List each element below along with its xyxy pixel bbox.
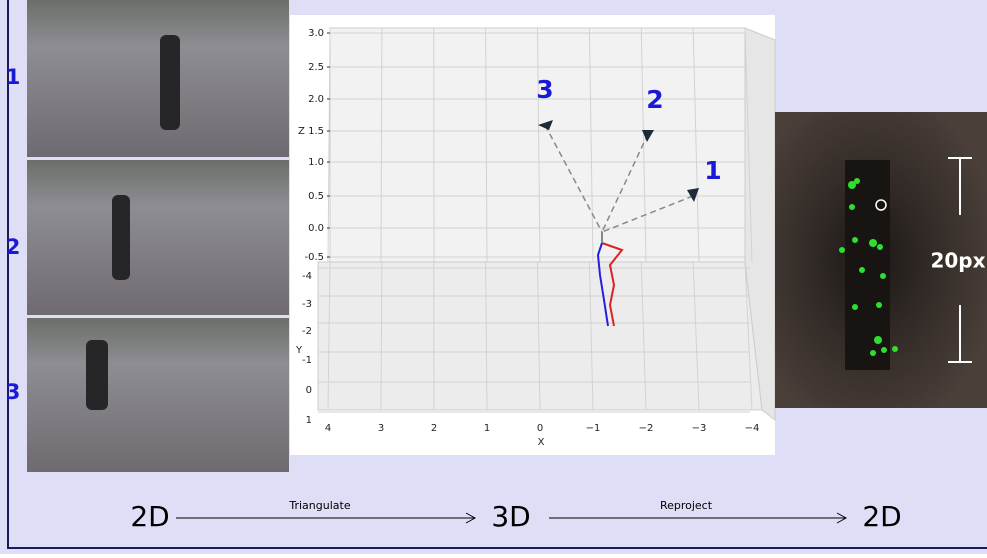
axis-label: X: [538, 437, 545, 448]
z-tick-label: 1.5: [308, 126, 324, 137]
view-label: 2: [6, 235, 21, 259]
view-label: 1: [6, 65, 21, 89]
z-tick-label: 3.0: [308, 28, 324, 39]
y-tick-label: -1: [302, 355, 312, 366]
y-tick-label: -3: [302, 299, 312, 310]
camera-label: 1: [704, 156, 721, 185]
x-tick-label: 4: [325, 423, 331, 434]
z-tick-label: 0.5: [308, 191, 324, 202]
x-tick-label: −4: [745, 423, 760, 434]
y-tick-label: -4: [302, 271, 312, 282]
view-image: [27, 0, 289, 157]
y-tick-label: 0: [306, 385, 312, 396]
y-tick-label: 1: [306, 415, 312, 426]
x-tick-label: −1: [586, 423, 601, 434]
step: 2D: [130, 500, 169, 533]
camera-views: 1 2 3: [6, 0, 289, 472]
z-tick-label: 2.0: [308, 94, 324, 105]
person: [86, 340, 108, 410]
z-tick-label: 2.5: [308, 62, 324, 73]
z-tick-label: 1.0: [308, 157, 324, 168]
view-image: [27, 318, 289, 472]
x-tick-label: −2: [639, 423, 654, 434]
y-tick-label: -2: [302, 326, 312, 337]
operation: Triangulate: [288, 499, 350, 512]
x-tick-label: 3: [378, 423, 384, 434]
step: 3D: [491, 500, 530, 533]
axis-label: Y: [295, 345, 303, 356]
figure: 1 2 3 −4 −3 −2 −1 0 1 2 3 4 1 0 -1 -2 -3 -4 -0.5 0.0 0.5 1…: [0, 0, 987, 554]
z-tick-label: 0.0: [308, 223, 324, 234]
operation: Reproject: [660, 499, 713, 512]
scale-label: 20px: [930, 249, 985, 273]
person-crop: [845, 160, 890, 370]
crop: 20px: [775, 112, 987, 408]
step: 2D: [862, 500, 901, 533]
x-tick-label: 2: [431, 423, 437, 434]
person: [112, 195, 130, 280]
view-label: 3: [6, 380, 21, 404]
camera-label: 3: [536, 75, 553, 104]
view-image: [27, 160, 289, 315]
camera-label: 2: [646, 85, 663, 114]
x-tick-label: 0: [537, 423, 543, 434]
axis-label: Z: [298, 126, 305, 137]
person: [160, 35, 180, 130]
x-tick-label: 1: [484, 423, 490, 434]
3d-plot: −4 −3 −2 −1 0 1 2 3 4 1 0 -1 -2 -3 -4 -0.5 0.0 0.5 1.0 1.5 2…: [290, 15, 775, 455]
z-tick-label: -0.5: [304, 252, 324, 263]
x-tick-label: −3: [692, 423, 707, 434]
